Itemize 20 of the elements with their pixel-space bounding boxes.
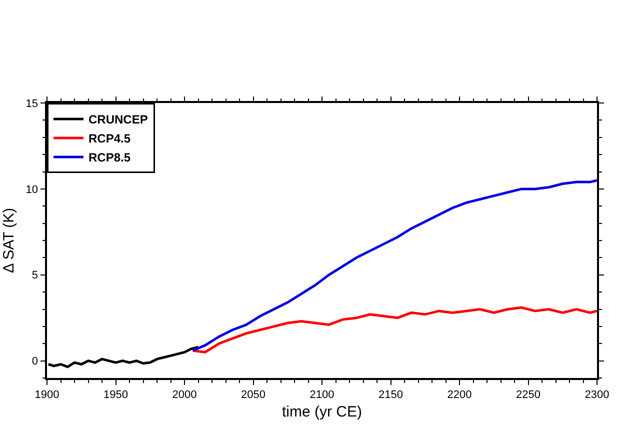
- x-tick-label: 1950: [104, 388, 128, 401]
- legend-label: RCP4.5: [88, 132, 131, 146]
- y-tick-label: 0: [32, 356, 38, 368]
- x-tick-label: 2300: [584, 388, 610, 401]
- x-axis-title: time (yr CE): [282, 403, 362, 420]
- y-axis-title: Δ SAT (K): [0, 208, 18, 274]
- y-tick-label: 5: [32, 270, 38, 282]
- legend-label: RCP8.5: [88, 150, 131, 165]
- x-tick-label: 2200: [447, 388, 472, 401]
- x-tick-label: 2250: [516, 388, 540, 401]
- x-tick-label: 1900: [34, 388, 60, 401]
- legend-label: CRUNCEP: [88, 112, 148, 127]
- line-series: [192, 306, 597, 354]
- x-tick-label: 2000: [172, 388, 197, 401]
- y-tick-label: 15: [26, 98, 38, 110]
- line-series: [192, 179, 597, 352]
- x-tick-label: 2050: [241, 388, 266, 401]
- x-tick-label: 2150: [378, 388, 403, 401]
- x-tick-label: 2100: [310, 388, 334, 401]
- y-tick-label: 10: [26, 184, 38, 196]
